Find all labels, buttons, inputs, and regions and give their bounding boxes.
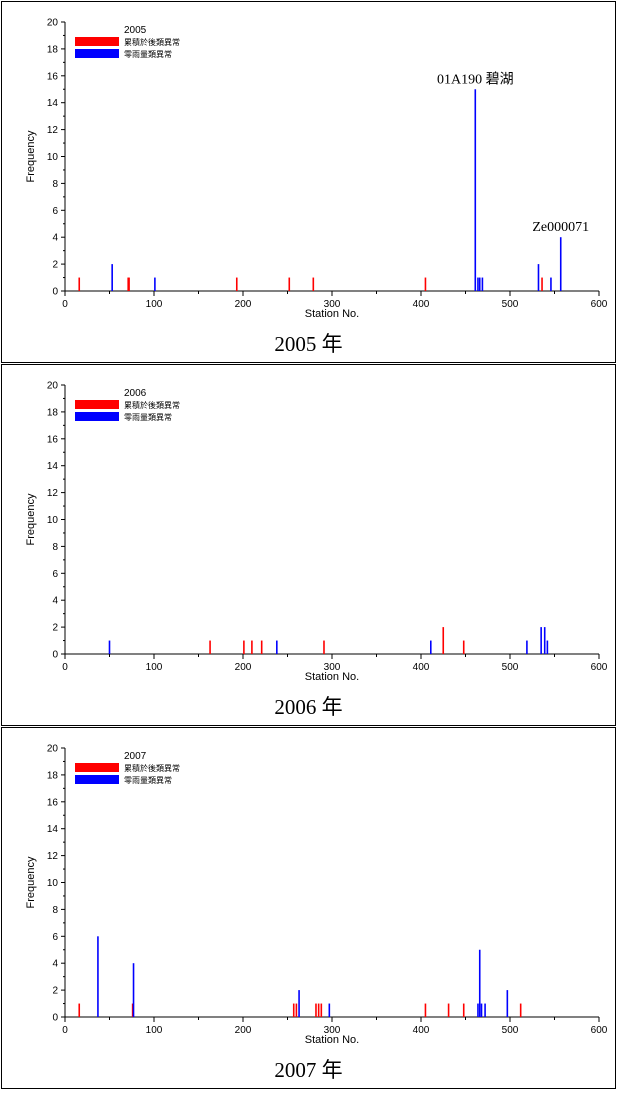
x-tick-label: 400 [413, 662, 430, 673]
x-tick-label: 300 [324, 1025, 341, 1036]
caption-2006: 2006 年 [274, 695, 343, 719]
y-tick-label: 8 [52, 179, 58, 190]
legend-label: 零雨量類異常 [124, 49, 172, 59]
y-tick-label: 12 [47, 851, 59, 862]
x-tick-label: 600 [591, 662, 608, 673]
x-tick-label: 100 [146, 1025, 163, 1036]
x-tick-label: 0 [62, 662, 68, 673]
legend-label: 零雨量類異常 [124, 775, 172, 785]
annotation-label: Ze000071 [532, 220, 589, 235]
x-tick-label: 500 [502, 1025, 519, 1036]
legend-title: 2005 [124, 25, 147, 36]
x-tick-label: 500 [502, 662, 519, 673]
x-axis-title: Station No. [305, 1034, 359, 1046]
x-tick-label: 200 [235, 1025, 252, 1036]
y-tick-label: 18 [47, 407, 59, 418]
legend-swatch-blue [75, 775, 119, 784]
y-tick-label: 20 [47, 744, 59, 755]
legend-title: 2006 [124, 388, 147, 399]
y-axis-title: Frequency [25, 130, 37, 182]
y-axis-title: Frequency [25, 493, 37, 545]
y-tick-label: 4 [52, 959, 58, 970]
y-tick-label: 16 [47, 797, 59, 808]
legend-swatch-red [75, 763, 119, 772]
chart-panel-2007: 0 2 4 6 8 10 12 14 16 18 20 0 100 200 300 400 500 600 Stat… [1, 727, 616, 1089]
x-tick-label: 600 [591, 1025, 608, 1036]
y-tick-label: 12 [47, 488, 59, 499]
y-tick-label: 6 [52, 932, 58, 943]
y-tick-label: 2 [52, 986, 58, 997]
x-tick-label: 0 [62, 1025, 68, 1036]
legend-label: 零雨量類異常 [124, 412, 172, 422]
x-tick-label: 400 [413, 1025, 430, 1036]
x-tick-label: 300 [324, 299, 341, 310]
x-tick-label: 600 [591, 299, 608, 310]
y-tick-label: 4 [52, 596, 58, 607]
legend-swatch-blue [75, 49, 119, 58]
y-tick-label: 14 [47, 461, 59, 472]
legend-swatch-red [75, 400, 119, 409]
x-tick-label: 200 [235, 299, 252, 310]
y-tick-label: 20 [47, 381, 59, 392]
legend-label: 累積於後類異常 [124, 400, 180, 410]
y-tick-label: 18 [47, 770, 59, 781]
legend-label: 累積於後類異常 [124, 763, 180, 773]
y-tick-label: 18 [47, 44, 59, 55]
y-tick-label: 8 [52, 905, 58, 916]
y-tick-label: 20 [47, 18, 59, 29]
y-tick-label: 16 [47, 71, 59, 82]
y-tick-label: 4 [52, 233, 58, 244]
chart-panel-2005: 0 2 4 6 8 10 12 14 16 18 20 0 100 200 300 400 500 600 Stat… [1, 1, 616, 363]
legend-swatch-red [75, 37, 119, 46]
chart-panel-2006: 0 2 4 6 8 10 12 14 16 18 20 0 100 200 300 400 500 600 Stat… [1, 364, 616, 726]
caption-2005: 2005 年 [274, 332, 343, 356]
x-axis-title: Station No. [305, 308, 359, 320]
y-tick-label: 10 [47, 515, 59, 526]
y-tick-label: 14 [47, 824, 59, 835]
x-tick-label: 200 [235, 662, 252, 673]
y-tick-label: 16 [47, 434, 59, 445]
y-tick-label: 2 [52, 623, 58, 634]
x-tick-label: 400 [413, 299, 430, 310]
y-tick-label: 0 [52, 650, 58, 661]
y-axis-title: Frequency [25, 856, 37, 908]
x-tick-label: 0 [62, 299, 68, 310]
y-tick-label: 8 [52, 542, 58, 553]
annotation-label: 01A190 碧湖 [437, 71, 514, 87]
y-tick-label: 6 [52, 569, 58, 580]
y-tick-label: 6 [52, 206, 58, 217]
y-tick-label: 10 [47, 152, 59, 163]
y-tick-label: 0 [52, 1013, 58, 1024]
x-tick-label: 300 [324, 662, 341, 673]
y-tick-label: 10 [47, 878, 59, 889]
x-axis-title: Station No. [305, 671, 359, 683]
y-tick-label: 12 [47, 125, 59, 136]
y-tick-label: 14 [47, 98, 59, 109]
legend-title: 2007 [124, 751, 147, 762]
y-tick-label: 2 [52, 260, 58, 271]
x-tick-label: 100 [146, 299, 163, 310]
x-tick-label: 100 [146, 662, 163, 673]
y-tick-label: 0 [52, 287, 58, 298]
legend-swatch-blue [75, 412, 119, 421]
legend-label: 累積於後類異常 [124, 37, 180, 47]
caption-2007: 2007 年 [274, 1058, 343, 1082]
x-tick-label: 500 [502, 299, 519, 310]
